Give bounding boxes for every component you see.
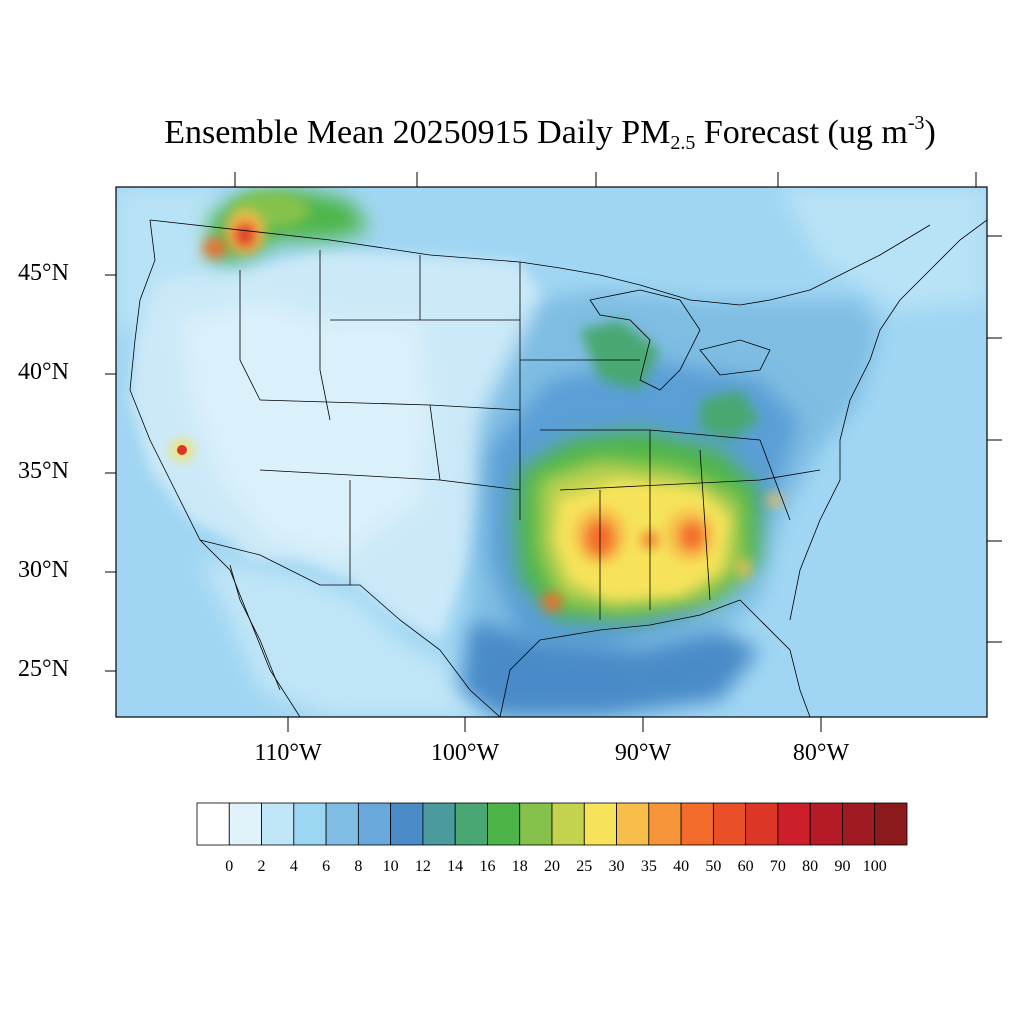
concentration-field xyxy=(116,187,987,717)
colorbar-swatch xyxy=(842,802,876,846)
lat-label-40: 40°N xyxy=(18,359,69,385)
colorbar-tick-label: 100 xyxy=(862,858,887,875)
colorbar-tick-label: 25 xyxy=(576,858,593,875)
colorbar-tick-label: 80 xyxy=(802,858,819,875)
map-frame xyxy=(115,186,988,718)
colorbar-tick-label: 50 xyxy=(705,858,722,875)
colorbar-swatch xyxy=(680,802,714,846)
colorbar-tick-label: 2 xyxy=(257,858,266,875)
colorbar-swatch xyxy=(519,802,553,846)
colorbar-swatch xyxy=(648,802,682,846)
colorbar-swatch xyxy=(325,802,359,846)
colorbar-swatch xyxy=(261,802,295,846)
colorbar-tick-label: 16 xyxy=(479,858,496,875)
boundaries xyxy=(129,219,987,717)
lat-label-45: 45°N xyxy=(18,260,69,286)
lat-label-30: 30°N xyxy=(18,557,69,583)
colorbar xyxy=(196,802,908,846)
colorbar-tick-label: 90 xyxy=(834,858,851,875)
colorbar-tick-label: 10 xyxy=(382,858,399,875)
colorbar-swatch xyxy=(454,802,488,846)
lat-label-35: 35°N xyxy=(18,458,69,484)
colorbar-tick-label: 70 xyxy=(769,858,786,875)
lat-label-25: 25°N xyxy=(18,656,69,682)
colorbar-swatch xyxy=(809,802,843,846)
colorbar-swatch xyxy=(777,802,811,846)
colorbar-swatch xyxy=(874,802,908,846)
colorbar-swatch xyxy=(293,802,327,846)
colorbar-swatch xyxy=(228,802,262,846)
colorbar-swatch xyxy=(487,802,521,846)
map-title: Ensemble Mean 20250915 Daily PM2.5 Forec… xyxy=(164,112,936,154)
colorbar-tick-label: 12 xyxy=(414,858,431,875)
lon-label-80w: 80°W xyxy=(792,740,850,766)
colorbar-swatch xyxy=(745,802,779,846)
colorbar-tick-label: 4 xyxy=(289,858,298,875)
colorbar-tick-label: 8 xyxy=(354,858,363,875)
lon-label-100w: 100°W xyxy=(430,740,500,766)
lon-label-90w: 90°W xyxy=(614,740,672,766)
colorbar-tick-label: 60 xyxy=(737,858,754,875)
colorbar-swatch xyxy=(390,802,424,846)
lon-label-110w: 110°W xyxy=(254,740,322,766)
colorbar-swatch xyxy=(616,802,650,846)
colorbar-swatch xyxy=(712,802,747,846)
colorbar-swatch xyxy=(583,802,617,846)
colorbar-tick-label: 6 xyxy=(322,858,331,875)
colorbar-tick-label: 40 xyxy=(673,858,690,875)
colorbar-swatch xyxy=(422,802,456,846)
colorbar-swatch xyxy=(357,802,392,846)
colorbar-swatch xyxy=(551,802,585,846)
colorbar-tick-label: 18 xyxy=(511,858,528,875)
colorbar-tick-label: 20 xyxy=(544,858,560,875)
colorbar-tick-label: 14 xyxy=(447,858,464,875)
colorbar-swatch xyxy=(196,802,230,846)
colorbar-tick-label: 30 xyxy=(608,858,625,875)
colorbar-tick-label: 0 xyxy=(225,858,234,875)
lat-ticks xyxy=(105,172,1002,732)
colorbar-tick-label: 35 xyxy=(640,858,657,875)
